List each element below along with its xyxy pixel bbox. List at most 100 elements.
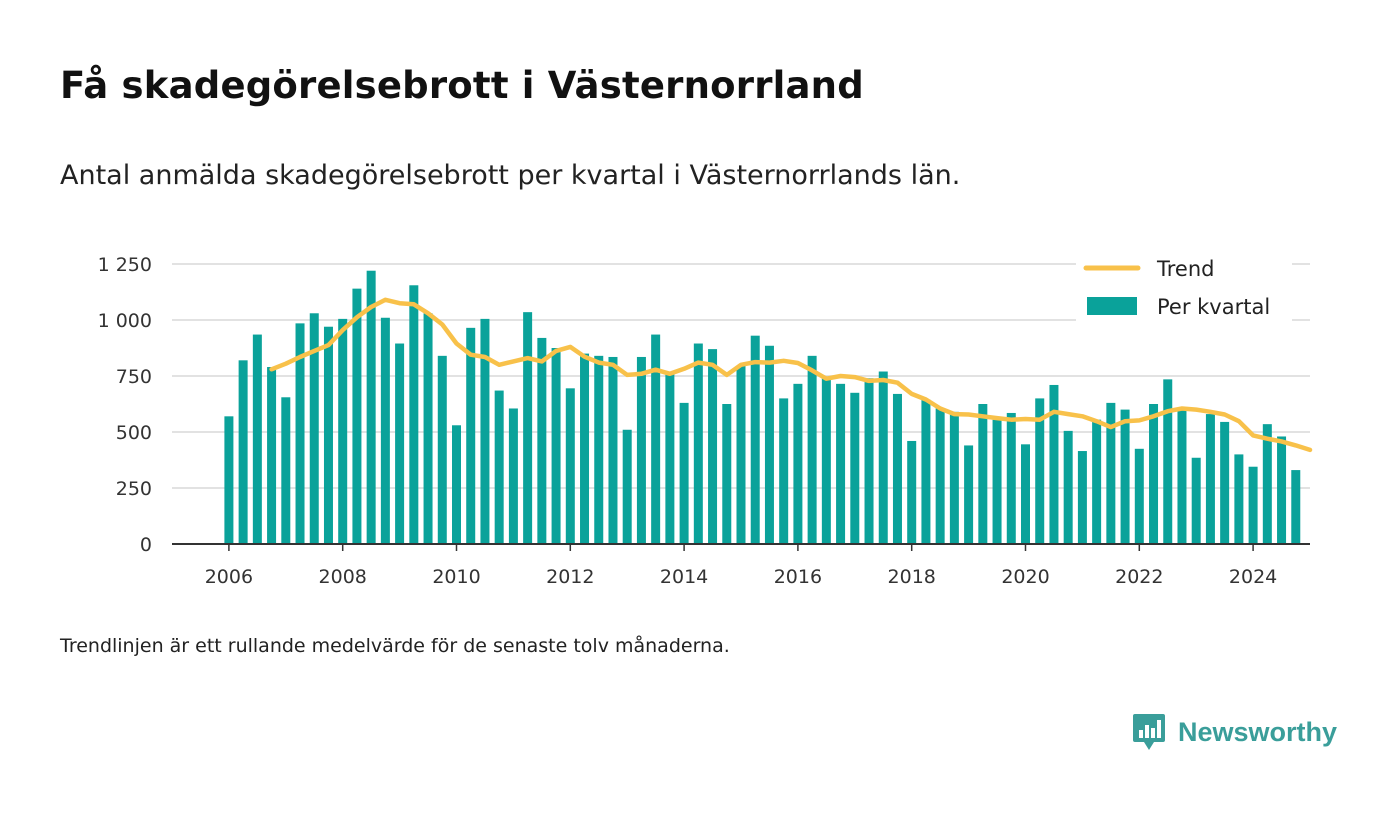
- y-tick-label: 500: [116, 422, 152, 444]
- x-axis: 2006 2008 2010 2012 2014 2016 2018 2020 2022 2024: [172, 543, 1310, 588]
- bar: [537, 337, 547, 544]
- bar: [480, 318, 490, 544]
- bar: [1205, 414, 1215, 544]
- bar: [1163, 379, 1173, 544]
- bar: [565, 388, 575, 544]
- bar: [523, 312, 533, 544]
- bar: [508, 408, 518, 544]
- bar: [409, 285, 419, 544]
- bar: [1021, 444, 1030, 544]
- bar: [807, 355, 817, 544]
- legend: Trend Per kvartal: [1076, 250, 1292, 322]
- bar: [1277, 436, 1287, 544]
- bar: [309, 313, 319, 544]
- legend-trend-label: Trend: [1156, 257, 1214, 281]
- bar: [651, 334, 661, 544]
- bar: [452, 425, 461, 544]
- y-tick-labels: 0 250 500 750 1 000 1 250: [98, 254, 152, 556]
- bar: [338, 318, 348, 544]
- bar: [1191, 457, 1201, 544]
- bar: [224, 416, 234, 544]
- bar: [978, 404, 988, 544]
- brand-logo: Newsworthy: [1132, 712, 1337, 752]
- bar: [821, 378, 831, 544]
- bar: [622, 429, 632, 544]
- newsworthy-logo-icon: [1133, 714, 1165, 750]
- bar: [1262, 424, 1272, 544]
- trend-line-group: [269, 297, 1313, 453]
- bar: [281, 397, 291, 544]
- bar: [437, 355, 447, 544]
- bar: [793, 383, 803, 544]
- bar: [708, 349, 718, 544]
- bar: [1035, 398, 1045, 544]
- bar: [1149, 404, 1159, 544]
- bar: [693, 343, 703, 544]
- bar: [679, 402, 689, 544]
- bars: [224, 270, 1301, 544]
- brand-name: Newsworthy: [1178, 716, 1338, 747]
- bar: [466, 327, 476, 544]
- bar: [551, 348, 561, 544]
- bar: [1177, 408, 1187, 544]
- x-tick-label: 2006: [205, 566, 253, 588]
- bar: [722, 404, 732, 544]
- bar: [1120, 409, 1130, 544]
- y-tick-label: 250: [116, 478, 152, 500]
- bar: [395, 343, 405, 544]
- bar: [964, 445, 974, 544]
- chart-title: Få skadegörelsebrott i Västernorrland: [60, 64, 864, 107]
- bar: [352, 288, 362, 544]
- footnote: Trendlinjen är ett rullande medelvärde f…: [60, 635, 730, 657]
- bar: [892, 393, 902, 544]
- y-tick-label: 750: [116, 366, 152, 388]
- bar: [949, 411, 959, 544]
- bar: [380, 317, 390, 544]
- chart-svg: 0 250 500 750 1 000 1 250 2006 2008 2010 2012 201…: [97, 250, 1313, 588]
- x-tick-label: 2010: [432, 566, 480, 588]
- legend-bar-label: Per kvartal: [1157, 295, 1270, 319]
- bar: [736, 365, 746, 544]
- bar: [1134, 448, 1144, 544]
- x-tick-label: 2012: [546, 566, 594, 588]
- bar: [1063, 430, 1073, 544]
- bar: [1049, 384, 1059, 544]
- bar: [366, 270, 376, 544]
- bar: [267, 367, 277, 544]
- bar: [1220, 421, 1230, 544]
- x-tick-label: 2018: [888, 566, 936, 588]
- bar: [992, 419, 1002, 544]
- y-tick-label: 1 250: [98, 254, 152, 276]
- bar: [1092, 419, 1102, 544]
- bar: [921, 399, 931, 544]
- bar: [238, 360, 248, 544]
- x-tick-label: 2024: [1229, 566, 1277, 588]
- legend-bar-swatch: [1087, 297, 1137, 315]
- bar: [878, 371, 888, 544]
- bar: [295, 323, 305, 544]
- bar: [1291, 470, 1301, 544]
- bar: [594, 355, 604, 544]
- bar: [836, 383, 846, 544]
- bar: [1006, 412, 1016, 544]
- bar: [608, 356, 618, 544]
- bar: [750, 335, 760, 544]
- bar: [1077, 451, 1087, 544]
- bar: [580, 353, 590, 544]
- y-tick-label: 0: [140, 534, 152, 556]
- y-tick-label: 1 000: [98, 310, 152, 332]
- x-tick-label: 2020: [1001, 566, 1049, 588]
- bar: [764, 345, 774, 544]
- chart-subtitle: Antal anmälda skadegörelsebrott per kvar…: [60, 160, 961, 191]
- x-tick-label: 2022: [1115, 566, 1163, 588]
- bar: [423, 313, 433, 544]
- trend-line: [269, 297, 1313, 453]
- bar: [779, 398, 789, 544]
- bar: [907, 440, 917, 544]
- bar: [494, 390, 504, 544]
- bar: [252, 334, 262, 544]
- x-tick-label: 2014: [660, 566, 708, 588]
- bar: [636, 356, 646, 544]
- bar: [935, 408, 945, 544]
- bar: [1234, 454, 1244, 544]
